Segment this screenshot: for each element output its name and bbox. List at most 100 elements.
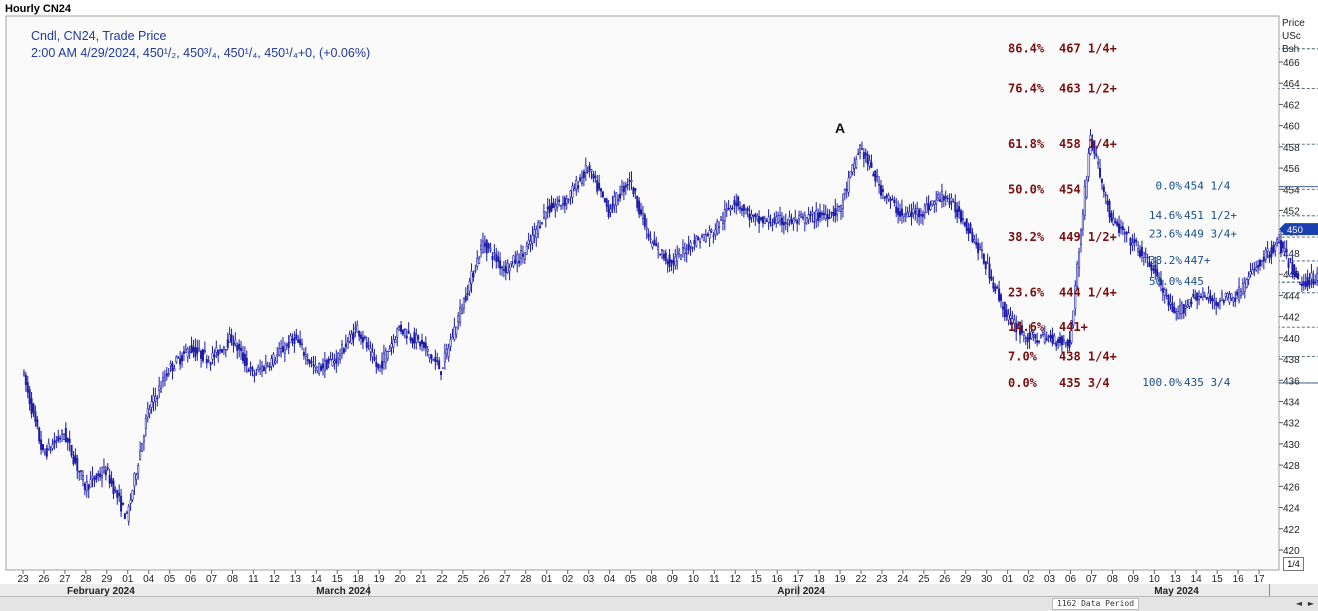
candle-body — [384, 350, 387, 363]
scroll-left-button[interactable]: ◄ — [1295, 599, 1303, 608]
candle-body — [809, 213, 812, 216]
candle-body — [887, 194, 890, 200]
candle-body — [794, 217, 797, 220]
candle-body — [348, 334, 351, 342]
candle-body — [1078, 251, 1081, 269]
candle-body — [737, 196, 740, 207]
candle-body — [592, 173, 595, 179]
candle-body — [678, 250, 681, 255]
candle-body — [390, 343, 393, 348]
x-tick-label: 17 — [1253, 574, 1265, 585]
x-tick-label: 02 — [562, 574, 574, 585]
zoom-button[interactable]: 1/4 — [1283, 557, 1304, 571]
candle-body — [518, 260, 521, 264]
candle-body — [201, 349, 204, 362]
candle-body — [744, 209, 747, 215]
x-tick-label: 19 — [374, 574, 386, 585]
candle-body — [66, 438, 69, 443]
y-axis: 420 422 424 426 428 430 432 434 436 438 440 442 444 4… — [1279, 18, 1305, 557]
candle-body — [803, 214, 806, 224]
candle-body — [874, 170, 877, 182]
candle-body — [1135, 240, 1138, 242]
x-axis: 23 26 27 28 29 01 04 05 06 07 08 11 12 13 14 15 18 19 20 21… — [17, 570, 1271, 597]
candle-body — [1198, 295, 1201, 300]
candle-body — [358, 330, 361, 337]
x-tick-label: 25 — [918, 574, 930, 585]
candle-body — [674, 256, 677, 266]
candle-body — [470, 270, 473, 284]
candle-body — [177, 357, 180, 359]
x-tick-label: 19 — [834, 574, 846, 585]
candle-body — [1017, 324, 1020, 327]
fib-right-price: 454 1/4 — [1184, 180, 1231, 193]
candle-body — [123, 513, 126, 520]
candle-body — [1224, 292, 1227, 297]
fib-left-price: 467 1/4+ — [1059, 42, 1117, 56]
candle-body — [41, 444, 44, 451]
x-tick-label: 06 — [185, 574, 197, 585]
candle-body — [1249, 271, 1252, 276]
y-axis-title-line: Price — [1282, 18, 1305, 29]
candle-body — [491, 255, 494, 260]
candle-body — [921, 214, 924, 217]
candle-body — [1119, 226, 1122, 229]
candle-body — [712, 235, 715, 237]
candle-body — [977, 242, 980, 254]
candle-body — [1104, 194, 1107, 196]
candle-body — [975, 242, 978, 246]
candle-body — [504, 266, 507, 273]
candle-body — [1070, 320, 1073, 343]
fib-left-pct: 23.6% — [1008, 286, 1045, 300]
candle-body — [249, 367, 252, 369]
candle-body — [131, 490, 134, 501]
candle-body — [609, 209, 612, 213]
candle-body — [615, 192, 618, 206]
candle-body — [285, 344, 288, 347]
x-tick-label: 08 — [1107, 574, 1119, 585]
candle-body — [70, 444, 73, 456]
candle-body — [967, 228, 970, 234]
x-tick-label: 01 — [1002, 574, 1014, 585]
candle-body — [1099, 167, 1102, 178]
candle-body — [986, 262, 989, 264]
candle-body — [342, 348, 345, 353]
candle-body — [1045, 337, 1048, 341]
candle-body — [1159, 278, 1162, 286]
candle-body — [68, 438, 71, 444]
fib-left-pct: 61.8% — [1008, 137, 1045, 151]
candle-body — [1245, 279, 1248, 289]
candle-body — [841, 199, 844, 209]
x-tick-label: 30 — [981, 574, 993, 585]
candle-body — [251, 367, 254, 372]
candle-body — [539, 226, 542, 229]
candle-body — [108, 475, 111, 484]
candle-body — [1199, 295, 1202, 298]
candle-body — [1169, 301, 1172, 305]
candle-body — [445, 348, 448, 354]
candle-body — [430, 354, 433, 360]
candle-body — [447, 348, 450, 357]
candle-body — [636, 195, 639, 208]
candle-body — [546, 206, 549, 210]
candle-body — [1072, 310, 1075, 326]
candle-body — [601, 191, 604, 198]
x-tick-label: 12 — [730, 574, 742, 585]
candle-body — [1236, 291, 1239, 296]
candle-body — [676, 254, 679, 262]
scroll-right-button[interactable]: ► — [1307, 599, 1315, 608]
candle-body — [990, 276, 993, 281]
candle-body — [800, 214, 803, 218]
candle-body — [137, 465, 140, 474]
fib-right-price: 449 3/4+ — [1184, 227, 1237, 240]
candle-body — [81, 475, 84, 481]
candle-body — [761, 216, 764, 224]
candle-body — [843, 188, 846, 195]
candle-body — [653, 239, 656, 246]
candle-body — [205, 358, 208, 364]
candle-body — [1057, 339, 1060, 344]
candle-body — [1116, 221, 1119, 226]
y-axis-title-line: Bsh — [1282, 44, 1299, 55]
last-price-label: 450 — [1287, 225, 1303, 236]
candle-body — [582, 171, 585, 178]
